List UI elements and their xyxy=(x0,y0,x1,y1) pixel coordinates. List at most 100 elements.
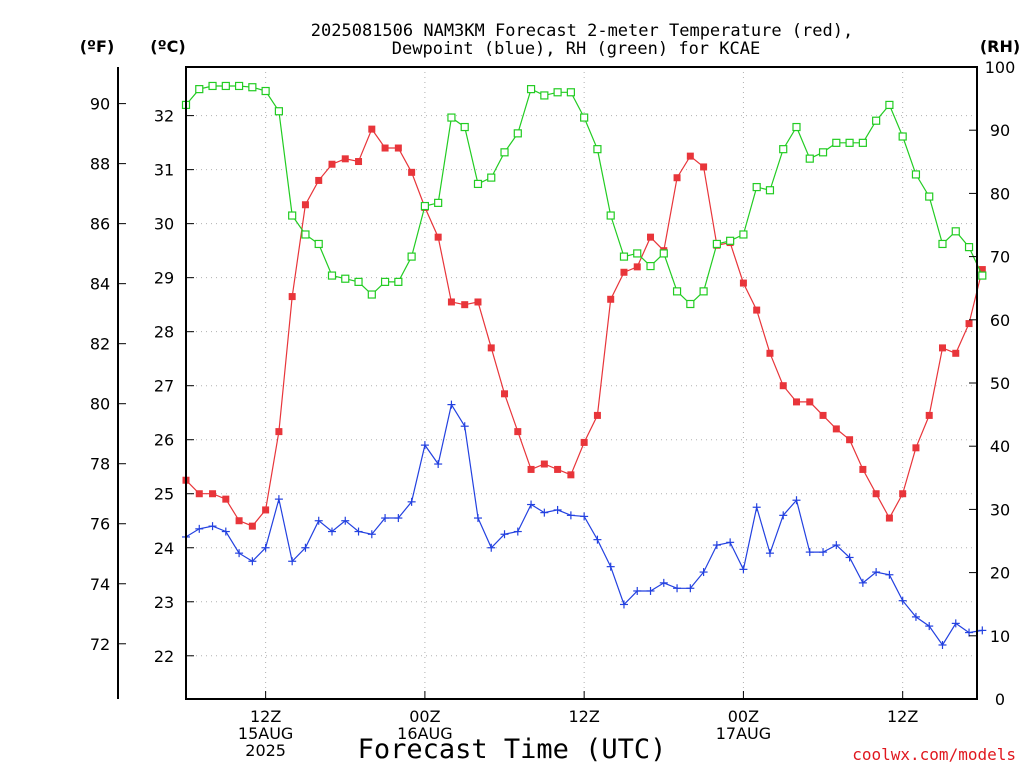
rh-point xyxy=(726,236,735,245)
temperature-point xyxy=(501,390,509,398)
axes: 72 74 76 78 80 82 84 86 88 90 22 23 24 25 26 27 28 29 30 31… xyxy=(90,58,1015,760)
series-layer xyxy=(181,81,987,649)
temperature-point xyxy=(315,176,323,184)
temperature-point xyxy=(938,344,946,352)
dewpoint-point xyxy=(659,578,668,587)
dewpoint-point xyxy=(327,527,336,536)
rh-point xyxy=(526,85,536,94)
x-tick-label: 15AUG xyxy=(238,724,293,743)
rh-point xyxy=(341,274,350,283)
temperature-point xyxy=(248,522,256,530)
temperature-point xyxy=(381,144,389,152)
temperature-point xyxy=(872,490,880,498)
dewpoint-point xyxy=(527,500,536,509)
dewpoint-point xyxy=(473,514,482,523)
rh-point xyxy=(553,88,562,97)
x-tick-label: 00Z xyxy=(728,707,759,726)
rh-tick-label: 70 xyxy=(990,248,1010,267)
celsius-unit-label: (ºC) xyxy=(150,37,185,56)
rh-point xyxy=(606,211,615,220)
rh-point xyxy=(646,261,655,271)
x-tick-label: 00Z xyxy=(409,707,440,726)
rh-point xyxy=(925,192,934,201)
dewpoint-point xyxy=(235,549,244,558)
rh-point xyxy=(951,227,960,236)
temperature-point xyxy=(368,125,376,133)
rh-point xyxy=(832,138,841,147)
temperature-point xyxy=(209,490,217,498)
dewpoint-point xyxy=(779,511,788,520)
dewpoint-point xyxy=(500,530,509,539)
dewpoint-point xyxy=(898,596,907,605)
temperature-point xyxy=(328,160,336,168)
rh-point xyxy=(593,145,602,154)
dewpoint-point xyxy=(765,549,774,558)
rh-point xyxy=(261,86,270,96)
dewpoint-point xyxy=(487,543,496,552)
dewpoint-point xyxy=(633,586,642,595)
dewpoint-point xyxy=(819,548,828,557)
rh-point xyxy=(659,249,668,258)
dewpoint-point xyxy=(447,400,456,409)
celsius-tick-label: 31 xyxy=(154,161,174,180)
fahrenheit-tick-label: 74 xyxy=(90,575,110,594)
fahrenheit-tick-label: 76 xyxy=(90,515,110,534)
temperature-point xyxy=(540,460,548,468)
rh-tick-label: 60 xyxy=(990,311,1010,330)
dewpoint-point xyxy=(606,562,615,571)
dewpoint-point xyxy=(301,543,310,552)
celsius-tick-label: 28 xyxy=(154,323,174,342)
rh-point xyxy=(301,230,310,239)
temperature-point xyxy=(434,233,442,241)
temperature-point xyxy=(527,465,535,473)
x-tick-label: 12Z xyxy=(250,707,281,726)
dewpoint-point xyxy=(805,548,814,557)
dewpoint-point xyxy=(845,553,854,562)
dewpoint-point xyxy=(965,628,974,637)
rh-tick-label: 90 xyxy=(990,121,1010,140)
temperature-point xyxy=(700,163,708,171)
dewpoint-point xyxy=(726,538,735,547)
dewpoint-point xyxy=(221,527,230,536)
rh-point xyxy=(327,271,337,280)
temperature-point xyxy=(779,382,787,390)
rh-point xyxy=(845,138,854,147)
dewpoint-point xyxy=(354,527,363,536)
dewpoint-point xyxy=(540,508,549,517)
dewpoint-point xyxy=(673,584,682,593)
rh-point xyxy=(633,249,642,258)
temperature-point xyxy=(739,279,747,287)
rh-point xyxy=(500,148,509,157)
rh-point xyxy=(434,198,443,207)
x-axis-label: Forecast Time (UTC) xyxy=(358,734,667,765)
temperature-point xyxy=(447,298,455,306)
temperature-point xyxy=(288,293,296,301)
rh-point xyxy=(314,239,323,249)
temperature-point xyxy=(394,144,402,152)
temperature-point xyxy=(925,411,933,419)
temperature-point xyxy=(567,471,575,479)
rh-point xyxy=(274,107,284,116)
rh-point xyxy=(380,277,390,286)
celsius-tick-label: 32 xyxy=(154,107,174,126)
fahrenheit-tick-label: 84 xyxy=(90,275,110,294)
temperature-point xyxy=(753,306,761,314)
temperature-point xyxy=(355,158,363,166)
rh-point xyxy=(248,83,257,92)
rh-point xyxy=(765,186,775,195)
temperature-point xyxy=(647,233,655,241)
dewpoint-point xyxy=(593,535,602,544)
rh-point xyxy=(964,243,974,252)
rh-point xyxy=(540,91,549,100)
x-tick-label: 17AUG xyxy=(716,724,771,743)
rh-point xyxy=(792,122,801,132)
celsius-tick-label: 27 xyxy=(154,377,174,396)
dewpoint-point xyxy=(434,460,443,469)
dewpoint-point xyxy=(832,541,841,550)
rh-point xyxy=(208,81,217,91)
dewpoint-point xyxy=(619,600,628,609)
dewpoint-point xyxy=(460,422,469,431)
dewpoint-point xyxy=(513,527,522,536)
temperature-point xyxy=(952,349,960,357)
temperature-point xyxy=(859,465,867,473)
